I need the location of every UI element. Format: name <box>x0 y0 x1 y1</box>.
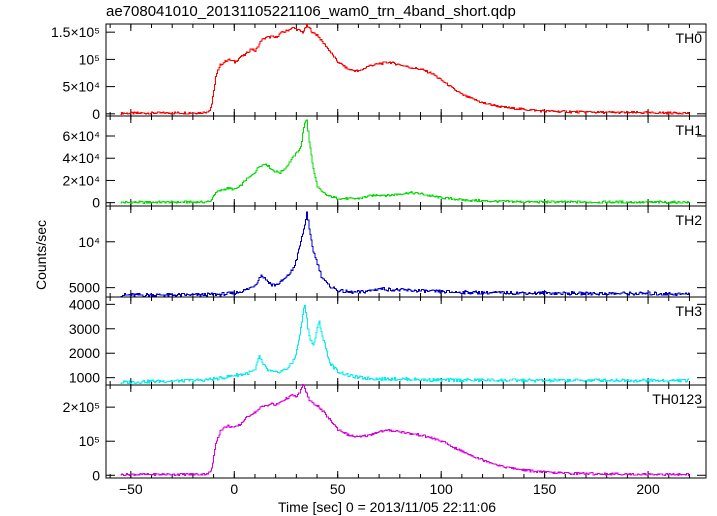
x-tick-label: 0 <box>230 481 238 497</box>
y-tick-label: 6×10⁴ <box>62 128 100 144</box>
x-tick-label: −50 <box>119 481 143 497</box>
chart-panels: 0 5×10⁴ 10⁵ 1.5×10⁵ TH0 0 2×10⁴ 4×10⁴ 6×10⁴ TH1 50… <box>51 23 707 483</box>
panel-frame <box>105 296 707 386</box>
series-line-th2 <box>120 211 690 298</box>
y-tick-label: 2×10⁴ <box>62 172 100 188</box>
series-line-th1 <box>120 119 690 204</box>
panel-frame <box>105 384 707 479</box>
series-label: TH0 <box>676 30 703 46</box>
panel-th1: 0 2×10⁴ 4×10⁴ 6×10⁴ TH1 <box>62 115 707 211</box>
y-tick-label: 2000 <box>69 345 100 361</box>
y-tick-label: 3000 <box>69 321 100 337</box>
series-label: TH0123 <box>652 391 702 407</box>
y-tick-label: 0 <box>92 467 100 483</box>
y-tick-label: 2×10⁵ <box>63 399 100 415</box>
y-tick-label: 10⁴ <box>78 234 100 250</box>
y-tick-label: 1.5×10⁵ <box>51 24 100 40</box>
y-tick-label: 5000 <box>69 280 100 296</box>
series-line-th3 <box>120 305 690 385</box>
x-axis: −50 0 50 100 150 200 <box>119 481 660 497</box>
y-tick-label: 4000 <box>69 296 100 312</box>
panel-th3: 1000 2000 3000 4000 TH3 <box>69 296 707 386</box>
y-tick-label: 1000 <box>69 370 100 386</box>
y-tick-label: 5×10⁴ <box>62 79 100 95</box>
x-axis-label: Time [sec] 0 = 2013/11/05 22:11:06 <box>278 499 496 515</box>
x-tick-label: 100 <box>429 481 453 497</box>
series-label: TH3 <box>676 303 703 319</box>
series-line-th0 <box>120 24 690 115</box>
panel-frame <box>105 205 707 298</box>
panel-frame <box>105 23 707 117</box>
panel-th0: 0 5×10⁴ 10⁵ 1.5×10⁵ TH0 <box>51 23 707 122</box>
y-tick-label: 10⁵ <box>79 51 100 67</box>
y-tick-label: 0 <box>92 195 100 211</box>
panel-th2: 5000 10⁴ TH2 <box>69 205 707 298</box>
series-line-th0123 <box>120 384 690 477</box>
x-tick-label: 200 <box>636 481 660 497</box>
series-label: TH1 <box>676 122 703 138</box>
x-tick-label: 150 <box>533 481 557 497</box>
y-tick-label: 10⁵ <box>79 433 100 449</box>
y-axis-label: Counts/sec <box>33 220 49 290</box>
series-label: TH2 <box>676 212 703 228</box>
chart-title: ae708041010_20131105221106_wam0_trn_4ban… <box>106 3 516 20</box>
x-tick-label: 50 <box>330 481 346 497</box>
y-tick-label: 4×10⁴ <box>62 150 100 166</box>
y-tick-label: 0 <box>92 106 100 122</box>
panel-th0123: 0 10⁵ 2×10⁵ TH0123 <box>63 384 707 483</box>
